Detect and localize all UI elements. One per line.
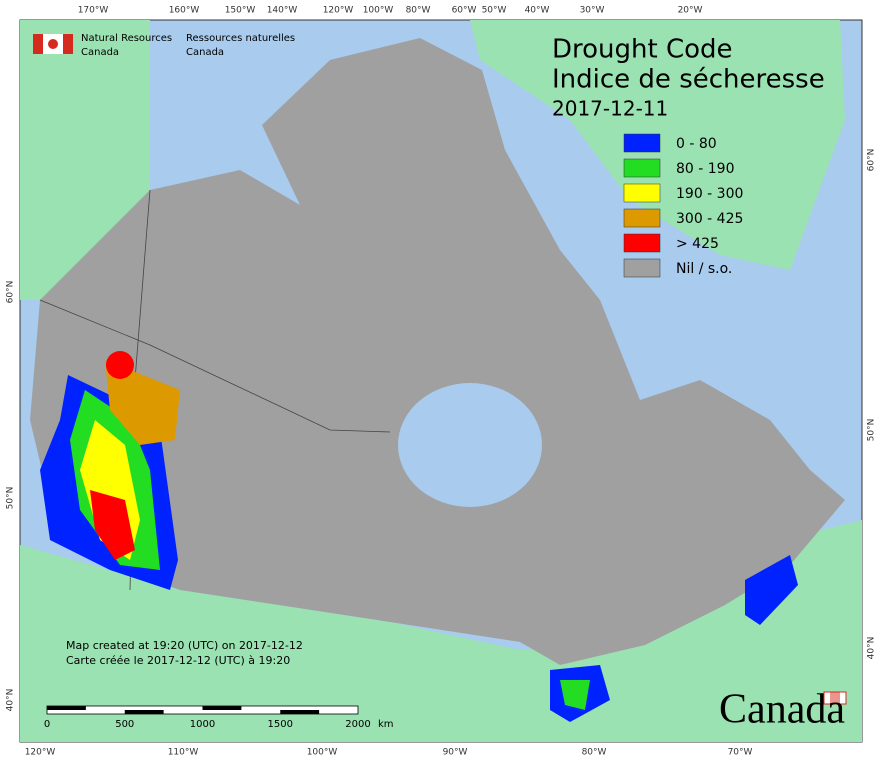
title: Indice de sécheresse (552, 65, 825, 95)
graticule-label: 120°W (25, 748, 56, 758)
title: Drought Code (552, 35, 733, 65)
scale-bar-segment (124, 710, 164, 714)
flag (33, 34, 43, 54)
scale-bar-label: 500 (115, 719, 134, 730)
legend-label: 0 - 80 (676, 136, 717, 152)
graticule-label: 50°W (482, 6, 507, 16)
legend-label: 300 - 425 (676, 211, 743, 227)
border (39, 299, 391, 433)
flag (63, 34, 73, 54)
legend: 0 - 80 80 - 190 190 - 300 300 - 425 > 425 Nil… (623, 133, 743, 278)
graticule-label: 100°W (307, 748, 338, 758)
legend-swatch (623, 158, 661, 178)
legend-swatch (623, 258, 661, 278)
canada (30, 38, 845, 665)
graticule-label: 40°N (867, 637, 877, 660)
drought-patch (745, 555, 798, 625)
footer: Map created at 19:20 (UTC) on 2017-12-12 (66, 639, 303, 652)
graticule-label: 60°W (452, 6, 477, 16)
legend-swatch (623, 133, 661, 153)
flag (48, 39, 58, 49)
legend-label: > 425 (676, 236, 719, 252)
graticule-label: 160°W (169, 6, 200, 16)
graticule-label: 40°N (6, 689, 16, 712)
legend-label: 80 - 190 (676, 161, 735, 177)
graticule-label: 30°W (580, 6, 605, 16)
scale-bar-label: 0 (44, 719, 50, 730)
graticule-label: 60°N (867, 149, 877, 172)
graticule-label: 50°N (6, 487, 16, 510)
drought-patch (560, 680, 590, 710)
scale-bar: 0 500 1000 1500 2000 km (44, 705, 394, 730)
scale-bar-label: 2000 (345, 719, 370, 730)
drought-patch (105, 360, 180, 445)
graticule-label: 80°W (582, 748, 607, 758)
graticule-label: 100°W (363, 6, 394, 16)
legend-swatch (623, 183, 661, 203)
header-text: Natural Resources (81, 33, 172, 44)
footer: Carte créée le 2017-12-12 (UTC) à 19:20 (66, 654, 290, 667)
graticule-label: 40°W (525, 6, 550, 16)
header-text: Canada (186, 47, 224, 58)
graticule-label: 80°W (406, 6, 431, 16)
drought-patch (106, 351, 134, 379)
scale-bar-label: 1500 (268, 719, 293, 730)
alaska (20, 20, 150, 300)
graticule-label: 120°W (323, 6, 354, 16)
graticule-label: 110°W (168, 748, 199, 758)
wordmark-flag (830, 692, 840, 704)
graticule-label: 20°W (678, 6, 703, 16)
header-text: Canada (81, 47, 119, 58)
drought-patch (90, 490, 135, 560)
graticule-label: 170°W (78, 6, 109, 16)
date: 2017-12-11 (552, 97, 668, 121)
graticule-label: 90°W (443, 748, 468, 758)
legend-label: 190 - 300 (676, 186, 743, 202)
graticule-label: 60°N (6, 281, 16, 304)
graticule: 170°W 160°W 150°W 140°W 120°W 100°W 80°W 60°W 50… (6, 6, 877, 758)
header-text: Ressources naturelles (186, 33, 295, 44)
scale-bar-segment (47, 706, 86, 710)
scale-bar-unit: km (378, 719, 394, 730)
scale-bar-segment (202, 706, 242, 710)
graticule-label: 150°W (225, 6, 256, 16)
graticule-label: 50°N (867, 419, 877, 442)
graticule-label: 140°W (267, 6, 298, 16)
usa (20, 520, 862, 742)
legend-swatch (623, 233, 661, 253)
graticule-label: 70°W (728, 748, 753, 758)
scale-bar-segment (280, 710, 320, 714)
legend-swatch (623, 208, 661, 228)
hudson-bay (398, 383, 542, 507)
legend-label: Nil / s.o. (676, 261, 732, 277)
scale-bar-label: 1000 (190, 719, 215, 730)
wordmark: Canada (719, 687, 845, 733)
